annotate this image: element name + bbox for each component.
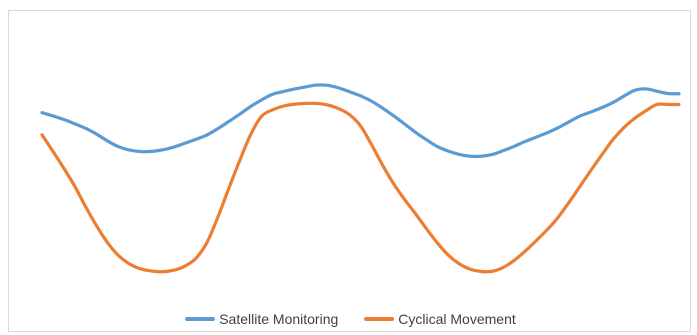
legend-label-cyclical-movement: Cyclical Movement (398, 311, 516, 327)
legend-item-cyclical-movement: Cyclical Movement (364, 311, 516, 327)
line-chart-plot (40, 83, 681, 274)
chart-frame: Satellite Monitoring Cyclical Movement (8, 10, 691, 332)
legend-swatch-satellite-monitoring (185, 317, 216, 321)
legend-item-satellite-monitoring: Satellite Monitoring (185, 311, 338, 327)
series-line-cyclical-movement (40, 101, 681, 274)
series-line-satellite-monitoring (40, 83, 681, 159)
series-layer (40, 83, 681, 274)
legend-label-satellite-monitoring: Satellite Monitoring (219, 311, 339, 327)
legend: Satellite Monitoring Cyclical Movement (9, 308, 692, 330)
legend-swatch-cyclical-movement (364, 317, 395, 321)
